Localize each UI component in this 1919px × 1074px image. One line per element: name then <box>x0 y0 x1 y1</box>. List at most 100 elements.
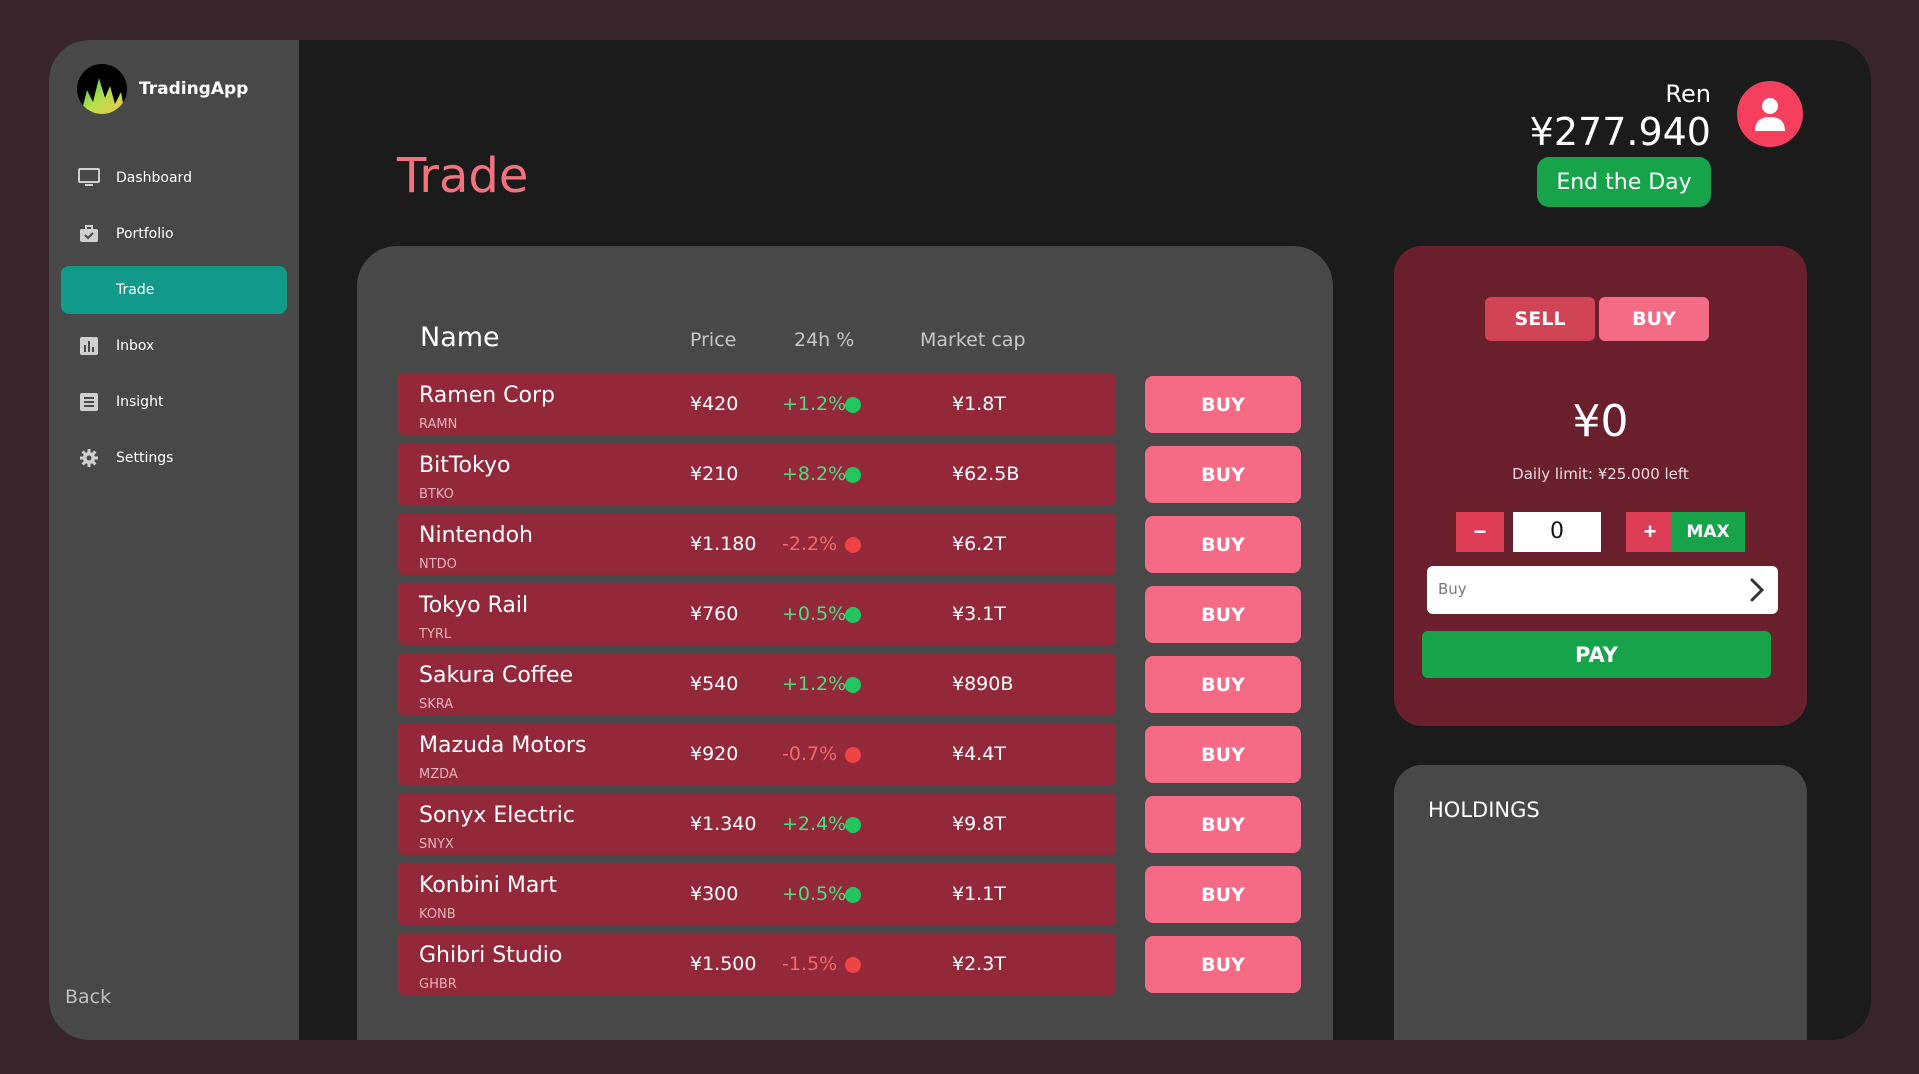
trend-dot-icon <box>845 887 861 903</box>
stock-card[interactable]: Konbini Mart KONB ¥300 +0.5% ¥1.1T <box>398 863 1116 925</box>
sidebar-item-dashboard[interactable]: Dashboard <box>61 154 287 202</box>
stock-price: ¥1.340 <box>690 813 757 835</box>
stock-price: ¥760 <box>690 603 739 625</box>
stock-card[interactable]: BitTokyo BTKO ¥210 +8.2% ¥62.5B <box>398 443 1116 505</box>
decrement-button[interactable]: − <box>1456 512 1504 552</box>
trend-dot-icon <box>845 467 861 483</box>
sidebar-item-insight[interactable]: Insight <box>61 378 287 426</box>
end-day-button[interactable]: End the Day <box>1537 157 1711 207</box>
stock-price: ¥420 <box>690 393 739 415</box>
buy-button[interactable]: BUY <box>1145 656 1301 713</box>
stock-ticker: MZDA <box>419 767 458 782</box>
sidebar-item-settings[interactable]: Settings <box>61 434 287 482</box>
stock-card[interactable]: Nintendoh NTDO ¥1.180 -2.2% ¥6.2T <box>398 513 1116 575</box>
sidebar-nav: Dashboard Portfolio Trade Inbox <box>61 154 287 490</box>
stock-card[interactable]: Sonyx Electric SNYX ¥1.340 +2.4% ¥9.8T <box>398 793 1116 855</box>
sidebar-item-trade[interactable]: Trade <box>61 266 287 314</box>
stock-ticker: NTDO <box>419 557 457 572</box>
buy-toggle[interactable]: BUY <box>1599 297 1709 341</box>
stock-cap: ¥4.4T <box>952 743 1006 765</box>
stock-ticker: SNYX <box>419 837 454 852</box>
stock-change: +2.4% <box>782 813 847 835</box>
stock-row: Ghibri Studio GHBR ¥1.500 -1.5% ¥2.3T BU… <box>398 933 1346 995</box>
stock-price: ¥540 <box>690 673 739 695</box>
buy-button[interactable]: BUY <box>1145 516 1301 573</box>
stock-list: Ramen Corp RAMN ¥420 +1.2% ¥1.8T BUY Bit… <box>398 373 1346 1003</box>
stock-price: ¥300 <box>690 883 739 905</box>
stock-card[interactable]: Sakura Coffee SKRA ¥540 +1.2% ¥890B <box>398 653 1116 715</box>
app-logo-icon <box>77 64 127 114</box>
stock-card[interactable]: Tokyo Rail TYRL ¥760 +0.5% ¥3.1T <box>398 583 1116 645</box>
increment-button[interactable]: + <box>1626 512 1674 552</box>
stock-ticker: TYRL <box>419 627 452 642</box>
stock-change: +8.2% <box>782 463 847 485</box>
stock-change: +0.5% <box>782 603 847 625</box>
stock-ticker: BTKO <box>419 487 454 502</box>
buy-button[interactable]: BUY <box>1145 796 1301 853</box>
stock-name: Ghibri Studio <box>419 943 563 968</box>
stock-name: Konbini Mart <box>419 873 557 898</box>
stock-card[interactable]: Mazuda Motors MZDA ¥920 -0.7% ¥4.4T <box>398 723 1116 785</box>
stock-card[interactable]: Ramen Corp RAMN ¥420 +1.2% ¥1.8T <box>398 373 1116 435</box>
buy-button[interactable]: BUY <box>1145 586 1301 643</box>
briefcase-icon <box>78 223 100 245</box>
order-mode-value: Buy <box>1438 580 1467 598</box>
sidebar-item-inbox[interactable]: Inbox <box>61 322 287 370</box>
market-panel: Name Price 24h % Market cap Ramen Corp R… <box>357 246 1333 1040</box>
buy-button[interactable]: BUY <box>1145 726 1301 783</box>
pay-button[interactable]: PAY <box>1422 631 1771 678</box>
stock-cap: ¥6.2T <box>952 533 1006 555</box>
balance: ¥277.940 <box>1529 110 1711 154</box>
user-name: Ren <box>1665 80 1711 108</box>
quantity-input[interactable]: 0 <box>1513 512 1601 552</box>
stock-price: ¥210 <box>690 463 739 485</box>
order-amount: ¥0 <box>1572 396 1629 447</box>
back-link[interactable]: Back <box>65 986 112 1008</box>
monitor-icon <box>78 167 100 189</box>
holdings-title: HOLDINGS <box>1428 798 1540 822</box>
sell-toggle[interactable]: SELL <box>1485 297 1595 341</box>
stock-name: Mazuda Motors <box>419 733 587 758</box>
chart-icon <box>78 335 100 357</box>
buy-button[interactable]: BUY <box>1145 376 1301 433</box>
user-icon <box>1755 98 1785 131</box>
chevron-right-icon <box>1750 578 1765 606</box>
stock-cap: ¥2.3T <box>952 953 1006 975</box>
sidebar-item-label: Trade <box>116 282 155 298</box>
avatar[interactable] <box>1737 81 1803 147</box>
sidebar-item-label: Inbox <box>116 338 155 354</box>
stock-price: ¥920 <box>690 743 739 765</box>
stock-row: Tokyo Rail TYRL ¥760 +0.5% ¥3.1T BUY <box>398 583 1346 645</box>
stock-cap: ¥62.5B <box>952 463 1020 485</box>
stock-name: Sakura Coffee <box>419 663 574 688</box>
max-button[interactable]: MAX <box>1671 512 1745 552</box>
buy-button[interactable]: BUY <box>1145 446 1301 503</box>
brand[interactable]: TradingApp <box>77 64 248 114</box>
stock-row: Sonyx Electric SNYX ¥1.340 +2.4% ¥9.8T B… <box>398 793 1346 855</box>
stock-row: Konbini Mart KONB ¥300 +0.5% ¥1.1T BUY <box>398 863 1346 925</box>
stock-ticker: RAMN <box>419 417 458 432</box>
stock-change: +1.2% <box>782 393 847 415</box>
trend-dot-icon <box>845 607 861 623</box>
stock-name: Sonyx Electric <box>419 803 575 828</box>
stock-change: -2.2% <box>782 533 838 555</box>
sidebar-item-portfolio[interactable]: Portfolio <box>61 210 287 258</box>
trend-dot-icon <box>845 397 861 413</box>
page-title: Trade <box>397 148 529 204</box>
stock-card[interactable]: Ghibri Studio GHBR ¥1.500 -1.5% ¥2.3T <box>398 933 1116 995</box>
stock-cap: ¥9.8T <box>952 813 1006 835</box>
sidebar-item-label: Portfolio <box>116 226 174 242</box>
column-header-name: Name <box>420 322 500 353</box>
sidebar: TradingApp Dashboard Portfolio Trade <box>49 40 299 1040</box>
column-header-cap: Market cap <box>920 329 1026 351</box>
stock-price: ¥1.180 <box>690 533 757 555</box>
buy-button[interactable]: BUY <box>1145 866 1301 923</box>
sidebar-item-label: Settings <box>116 450 174 466</box>
order-mode-select[interactable]: Buy <box>1427 566 1778 614</box>
column-header-change: 24h % <box>794 329 855 351</box>
stock-name: Ramen Corp <box>419 383 556 408</box>
buy-button[interactable]: BUY <box>1145 936 1301 993</box>
app-name: TradingApp <box>139 79 249 99</box>
stock-row: Mazuda Motors MZDA ¥920 -0.7% ¥4.4T BUY <box>398 723 1346 785</box>
document-icon <box>78 391 100 413</box>
